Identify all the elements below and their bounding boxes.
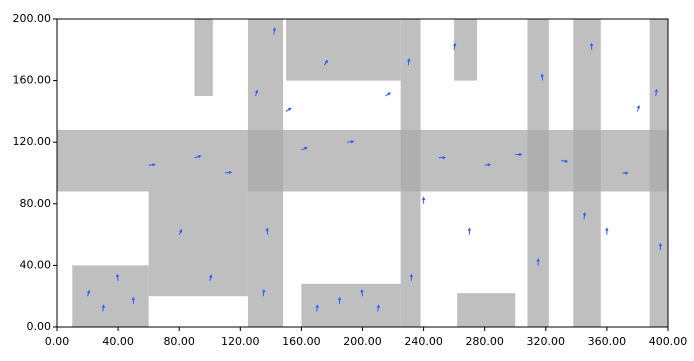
arrow [301,146,308,151]
x-tick-label: 240.00 [404,335,443,348]
arrow [407,58,411,66]
arrow [622,171,629,175]
arrow [636,105,641,112]
arrow [254,89,259,97]
x-tick-label: 80.00 [163,335,195,348]
arrow [409,273,414,281]
arrow [285,107,292,112]
arrow [438,155,447,160]
x-tick-label: 40.00 [102,335,134,348]
arrow [224,170,233,175]
arrow [272,27,277,35]
y-tick-label: 200.00 [13,12,52,25]
x-tick-label: 400.00 [649,335,688,348]
plot-frame [56,18,669,328]
x-tick-label: 0.00 [45,335,70,348]
arrow [178,229,183,235]
density-region [286,19,401,81]
arrow [265,227,269,235]
arrow [467,227,472,235]
arrow [101,304,105,312]
density-region [301,283,401,327]
x-tick-label: 360.00 [588,335,627,348]
arrow [589,42,594,50]
arrow [86,289,91,297]
density-region [194,19,213,96]
arrow [360,289,364,297]
density-region [457,293,516,327]
arrow [421,196,426,204]
arrow [540,73,544,81]
x-tick-label: 320.00 [527,335,566,348]
x-tick-label: 120.00 [221,335,260,348]
arrow [484,163,492,167]
arrow [262,289,266,297]
y-tick-label: 160.00 [13,74,52,87]
arrow [536,258,540,266]
arrow [315,304,319,312]
arrow [323,59,328,66]
arrow [347,140,355,144]
arrow [337,296,342,304]
arrow [385,92,391,97]
y-tick-label: 0.00 [27,320,52,333]
arrow [658,242,662,250]
arrow [148,163,156,167]
arrow [582,212,587,220]
density-region [148,191,248,297]
density-region [57,129,668,192]
axes: 0.00 40.00 80.00 120.00 160.00 200.00 240.00 28… [13,12,688,348]
arrow [654,88,658,97]
x-tick-label: 280.00 [465,335,504,348]
arrow [453,42,457,50]
arrow [605,227,609,235]
density-region [72,265,149,327]
arrow [131,296,136,304]
x-tick-label: 160.00 [282,335,321,348]
x-tick-label: 200.00 [343,335,382,348]
y-tick-label: 80.00 [20,197,52,210]
arrow [194,154,202,159]
arrow [515,152,523,157]
y-tick-label: 40.00 [20,258,52,271]
arrow [115,273,120,281]
arrow [209,274,213,281]
arrows [86,27,662,312]
arrow [561,159,569,163]
arrow [376,304,380,312]
y-tick-label: 120.00 [13,135,52,148]
density-region [454,19,478,81]
